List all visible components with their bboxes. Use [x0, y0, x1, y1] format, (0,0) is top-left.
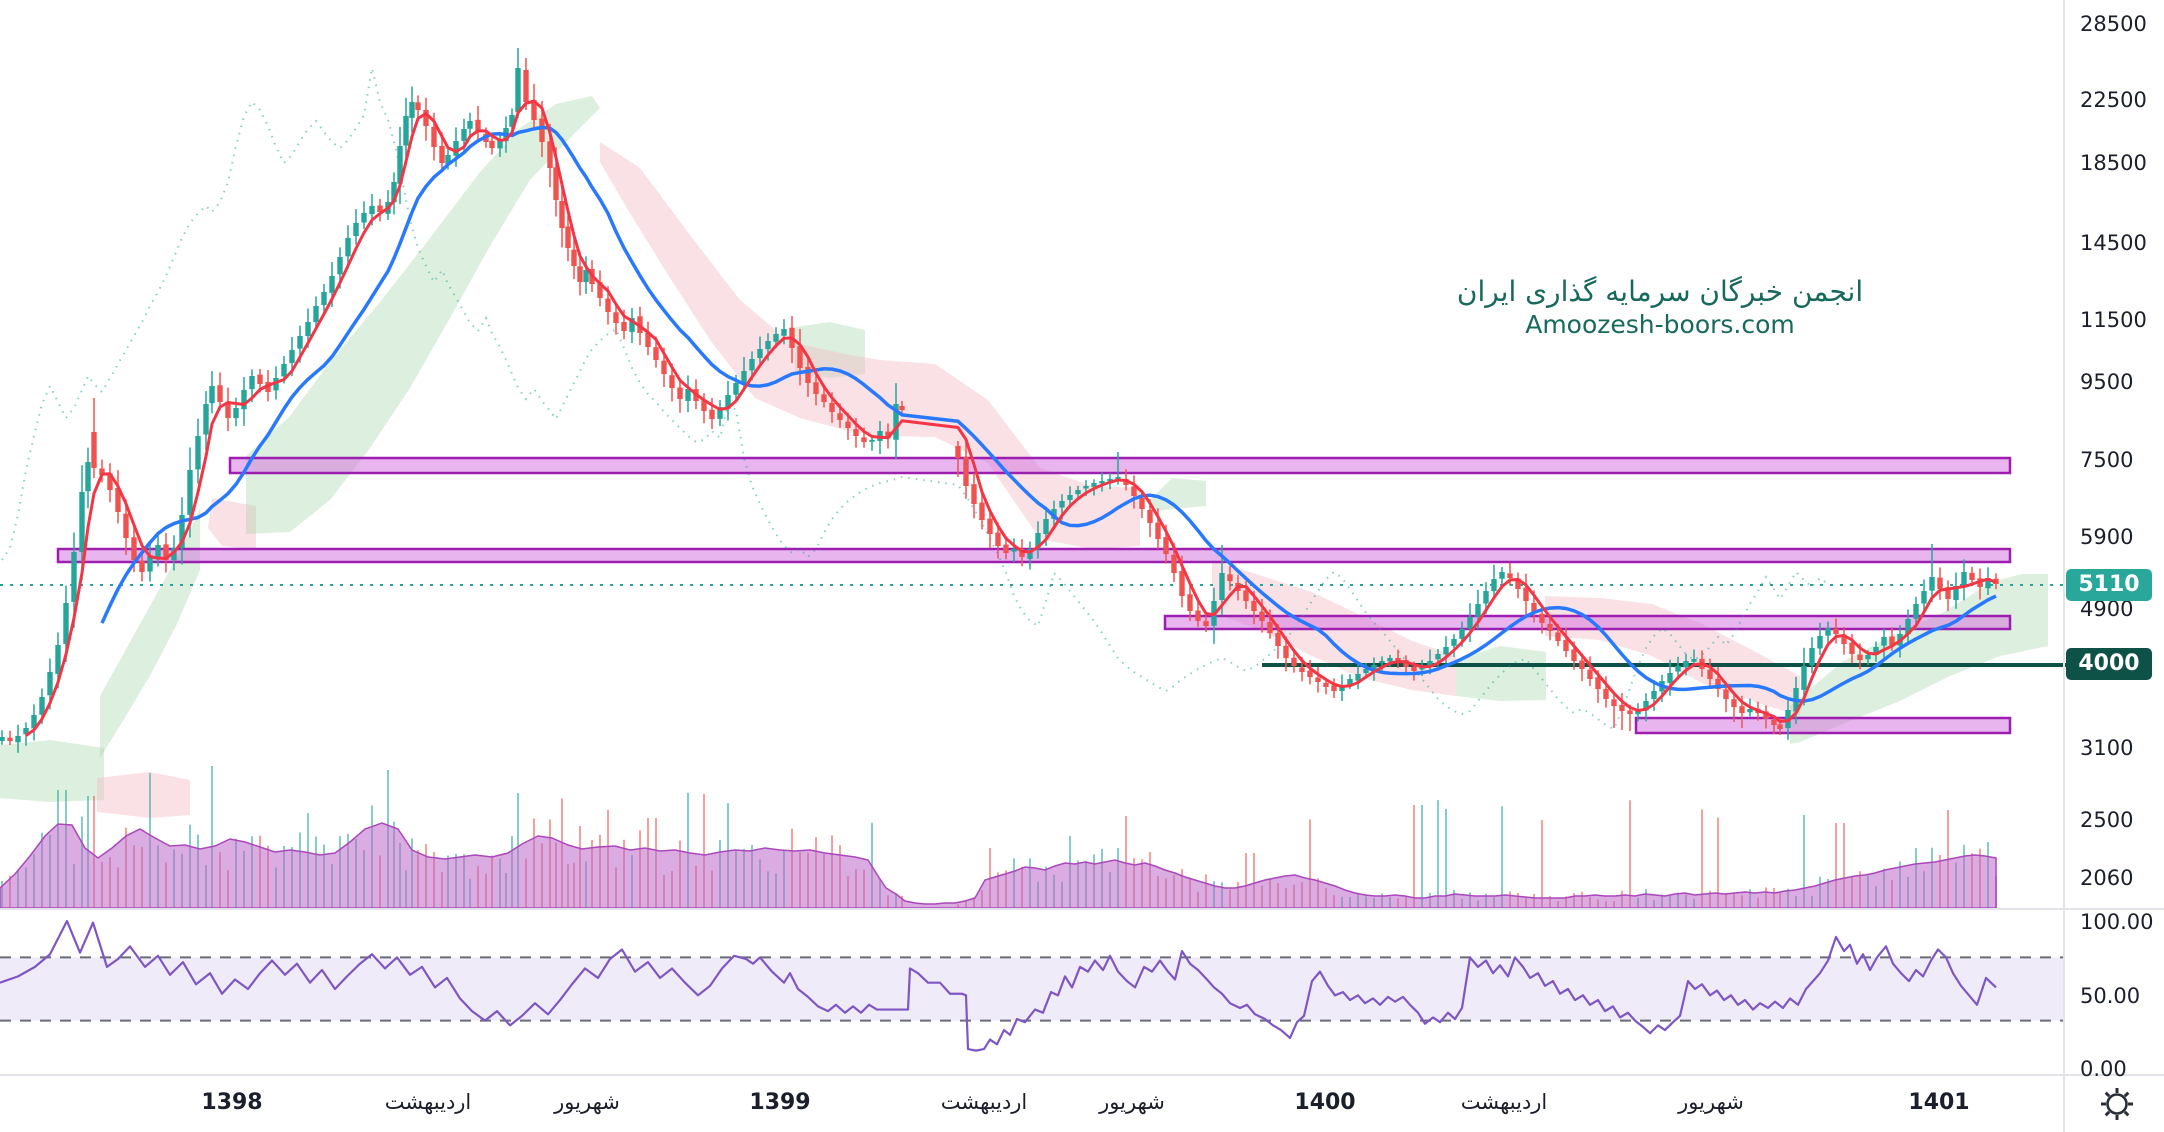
time-tick-1398: 1398: [201, 1090, 263, 1115]
volume-ma-area: [0, 822, 1997, 909]
slow-ma-line: [100, 125, 1997, 703]
ichimoku-cloud-green: [246, 96, 600, 534]
price-tick-3100: 3100: [2080, 736, 2134, 760]
candlesticks: [0, 48, 1999, 753]
watermark-site: Amoozesh-boors.com: [1525, 310, 1795, 339]
price-tick-2060: 2060: [2080, 866, 2134, 890]
ichimoku-cloud-red: [600, 142, 880, 436]
price-tick-2500: 2500: [2080, 808, 2134, 832]
rsi-tick-0.00: 0.00: [2080, 1057, 2127, 1081]
time-tick-اردیبهشت: اردیبهشت: [1460, 1090, 1548, 1114]
support-price-badge: 4000: [2066, 648, 2152, 680]
price-tick-22500: 22500: [2080, 88, 2147, 112]
pane-separator-volume-rsi[interactable]: [0, 908, 2164, 910]
ichimoku-cloud-green: [1150, 478, 1206, 512]
pane-separator-rsi-axis: [0, 1074, 2164, 1076]
rsi-tick-100.00: 100.00: [2080, 910, 2154, 934]
ichimoku-cloud-green: [0, 740, 104, 802]
watermark: انجمن خبرگان سرمایه گذاری ایران Amoozesh…: [1350, 274, 1970, 340]
time-tick-اردیبهشت: اردیبهشت: [384, 1090, 472, 1114]
price-tick-5900: 5900: [2080, 525, 2134, 549]
watermark-persian: انجمن خبرگان سرمایه گذاری ایران: [1456, 275, 1864, 308]
ichimoku-cloud-green: [100, 508, 200, 758]
last-price-badge: 5110: [2066, 569, 2152, 601]
time-tick-شهریور: شهریور: [1099, 1090, 1165, 1114]
price-tick-4900: 4900: [2080, 597, 2134, 621]
time-tick-1399: 1399: [749, 1090, 811, 1115]
price-tick-28500: 28500: [2080, 12, 2147, 36]
rsi-band: [0, 957, 2063, 1021]
axis-settings-button[interactable]: [2094, 1080, 2140, 1126]
time-tick-شهریور: شهریور: [554, 1090, 620, 1114]
ichimoku-cloud-red: [97, 772, 190, 818]
fast-ma-line: [25, 99, 1997, 737]
supply-demand-zone-4[interactable]: [1634, 716, 2012, 735]
rsi-line: [0, 919, 1997, 1052]
price-axis-separator: [2063, 0, 2065, 1132]
price-tick-14500: 14500: [2080, 231, 2147, 255]
rsi-tick-50.00: 50.00: [2080, 984, 2141, 1008]
price-tick-11500: 11500: [2080, 308, 2147, 332]
ichimoku-cloud-red: [880, 360, 1140, 549]
time-tick-1400: 1400: [1294, 1090, 1356, 1115]
supply-demand-zone-1[interactable]: [228, 456, 2012, 475]
price-tick-9500: 9500: [2080, 370, 2134, 394]
supply-demand-zone-3[interactable]: [1163, 614, 2012, 631]
ichimoku-cloud-red: [208, 498, 256, 549]
ichimoku-cloud-green: [1456, 646, 1546, 701]
gear-icon: [2101, 1088, 2133, 1120]
time-tick-اردیبهشت: اردیبهشت: [940, 1090, 1028, 1114]
price-tick-7500: 7500: [2080, 448, 2134, 472]
price-tick-18500: 18500: [2080, 151, 2147, 175]
time-tick-شهریور: شهریور: [1678, 1090, 1744, 1114]
time-tick-1401: 1401: [1908, 1090, 1970, 1115]
